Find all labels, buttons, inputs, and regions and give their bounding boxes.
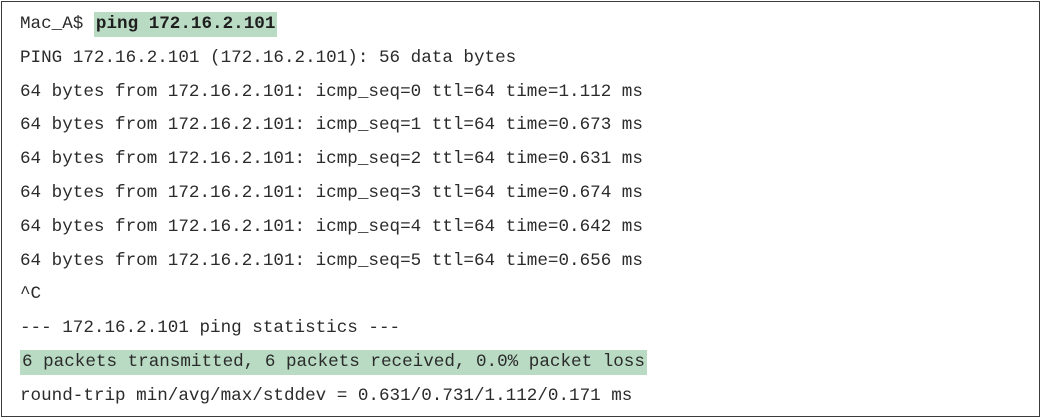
output-line-reply: 64 bytes from 172.16.2.101: icmp_seq=1 t…: [20, 115, 643, 136]
output-line-reply: 64 bytes from 172.16.2.101: icmp_seq=0 t…: [20, 81, 643, 102]
output-line-interrupt: ^C: [20, 284, 42, 305]
output-line-summary: 6 packets transmitted, 6 packets receive…: [20, 346, 1029, 380]
terminal-lines: Mac_A$ ping 172.16.2.101 PING 172.16.2.1…: [20, 8, 1029, 414]
ping-command: ping 172.16.2.101: [93, 12, 278, 37]
output-line-statistics-header: --- 172.16.2.101 ping statistics ---: [20, 318, 401, 339]
output-line-reply: 64 bytes from 172.16.2.101: icmp_seq=3 t…: [20, 182, 643, 203]
output-line-reply: 64 bytes from 172.16.2.101: icmp_seq=5 t…: [20, 250, 643, 271]
output-line-header: PING 172.16.2.101 (172.16.2.101): 56 dat…: [20, 47, 517, 68]
output-line-round-trip: round-trip min/avg/max/stddev = 0.631/0.…: [20, 385, 633, 406]
command-line: Mac_A$ ping 172.16.2.101: [20, 8, 1029, 42]
packet-summary-highlight: 6 packets transmitted, 6 packets receive…: [20, 349, 647, 375]
output-line-reply: 64 bytes from 172.16.2.101: icmp_seq=4 t…: [20, 216, 643, 237]
output-line-reply: 64 bytes from 172.16.2.101: icmp_seq=2 t…: [20, 149, 643, 170]
shell-prompt: Mac_A$: [20, 14, 94, 34]
